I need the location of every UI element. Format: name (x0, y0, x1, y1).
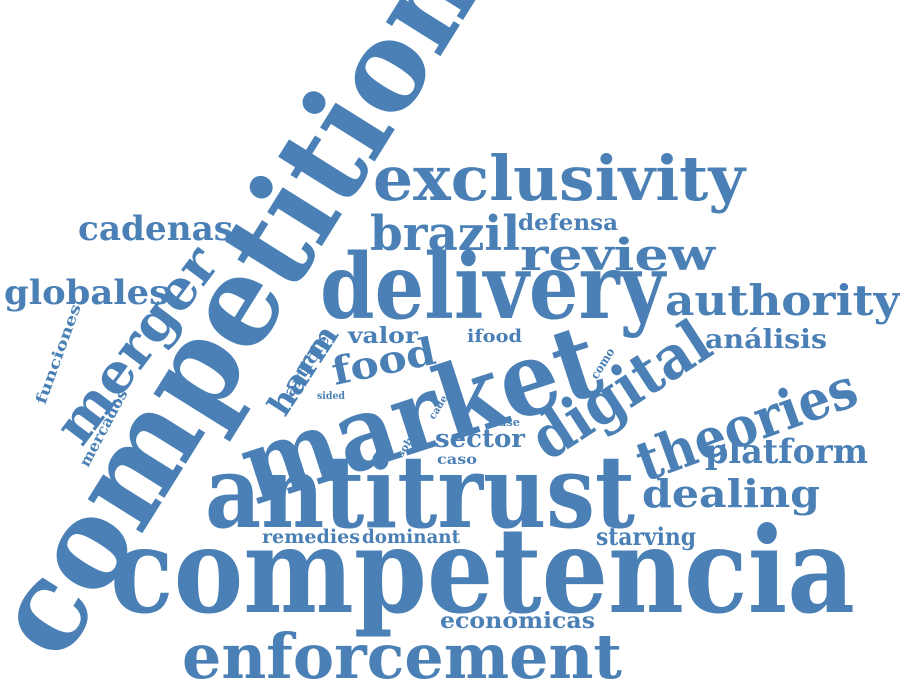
word-case: case (492, 416, 520, 429)
word-ifood: ifood (467, 326, 522, 347)
word-economicas: económicas (440, 608, 595, 634)
word-brazil: brazil (370, 206, 520, 262)
word-remedies: remedies (262, 526, 360, 548)
word-caso: caso (437, 452, 477, 468)
word-globales: globales (4, 273, 169, 313)
word-dominant: dominant (362, 526, 460, 548)
word-exclusivity: exclusivity (373, 142, 747, 215)
word-dealing: dealing (642, 471, 820, 516)
word-sided: sided (317, 391, 345, 402)
word-cadenas: cadenas (78, 209, 233, 249)
word-valor: valor (347, 323, 419, 349)
word-review: review (520, 230, 716, 281)
word-platform: platform (705, 432, 868, 472)
word-starving: starving (596, 522, 696, 551)
word-authority: authority (665, 276, 900, 325)
word-defensa: defensa (518, 210, 618, 236)
word-analisis: análisis (705, 325, 827, 355)
